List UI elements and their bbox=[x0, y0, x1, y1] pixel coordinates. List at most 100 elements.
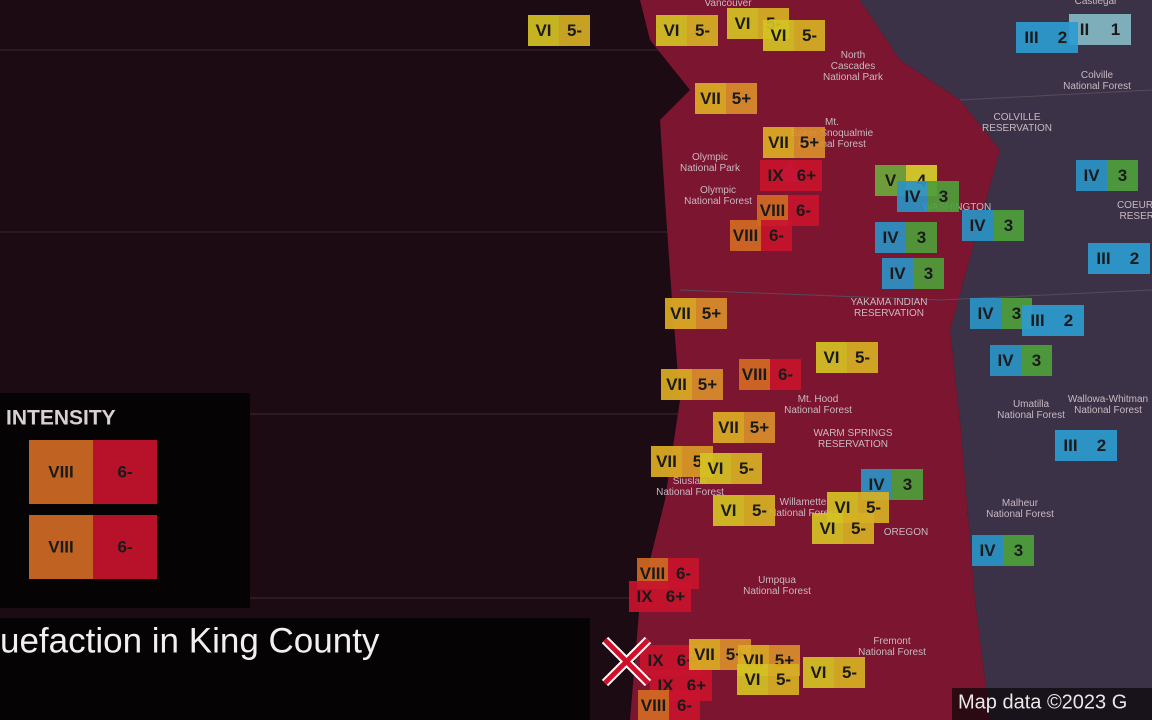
map-label: Mt. bbox=[825, 117, 839, 128]
intensity-marker: VIII 6- bbox=[29, 515, 157, 579]
shaking-box bbox=[993, 210, 1024, 241]
intensity-marker: VII 5+ bbox=[665, 298, 727, 329]
intensity-box bbox=[990, 345, 1021, 376]
map-label: National Forest bbox=[1074, 405, 1142, 416]
intensity-label: VI bbox=[823, 348, 839, 367]
intensity-box bbox=[638, 690, 669, 720]
intensity-box bbox=[713, 412, 744, 443]
shaking-box bbox=[913, 258, 944, 289]
shaking-label: 3 bbox=[939, 187, 948, 206]
shaking-box bbox=[794, 20, 825, 51]
shaking-label: 3 bbox=[1032, 351, 1041, 370]
shaking-label: 2 bbox=[1130, 249, 1139, 268]
shaking-box bbox=[791, 160, 822, 191]
intensity-marker: II 1 bbox=[1069, 14, 1131, 45]
shaking-box bbox=[669, 690, 700, 720]
intensity-label: VI bbox=[810, 663, 826, 682]
shaking-label: 6- bbox=[677, 696, 692, 715]
intensity-marker: VI 5- bbox=[816, 342, 878, 373]
shaking-label: 6- bbox=[676, 564, 691, 583]
intensity-box bbox=[763, 127, 794, 158]
map-label: Fremont bbox=[873, 636, 910, 647]
shaking-label: 5+ bbox=[698, 375, 717, 394]
shaking-label: 2 bbox=[1064, 311, 1073, 330]
shaking-label: 5- bbox=[776, 670, 791, 689]
intensity-marker: IV 3 bbox=[875, 222, 937, 253]
intensity-box bbox=[1088, 243, 1119, 274]
intensity-marker: VI 5- bbox=[803, 657, 865, 688]
intensity-box bbox=[897, 181, 928, 212]
intensity-label: VIII bbox=[48, 537, 74, 556]
intensity-label: III bbox=[1096, 249, 1110, 268]
intensity-box bbox=[803, 657, 834, 688]
shaking-label: 5- bbox=[739, 459, 754, 478]
intensity-marker: VII 5+ bbox=[763, 127, 825, 158]
shaking-label: 6- bbox=[796, 201, 811, 220]
intensity-label: IV bbox=[969, 216, 986, 235]
shaking-label: 3 bbox=[903, 475, 912, 494]
shaking-box bbox=[892, 469, 923, 500]
map-label: Siuslaw bbox=[673, 476, 708, 487]
intensity-label: VII bbox=[656, 452, 677, 471]
shaking-box bbox=[692, 369, 723, 400]
shaking-label: 3 bbox=[1012, 304, 1021, 323]
shaking-label: 1 bbox=[1111, 20, 1120, 39]
intensity-label: IV bbox=[904, 187, 921, 206]
intensity-marker: VI 5- bbox=[812, 513, 874, 544]
intensity-box bbox=[700, 453, 731, 484]
shaking-box bbox=[1107, 160, 1138, 191]
intensity-label: VII bbox=[670, 304, 691, 323]
intensity-box bbox=[763, 20, 794, 51]
shaking-box bbox=[834, 657, 865, 688]
intensity-box bbox=[528, 15, 559, 46]
map-label: Cascades bbox=[831, 61, 875, 72]
shaking-label: 3 bbox=[1014, 541, 1023, 560]
shaking-box bbox=[731, 453, 762, 484]
intensity-box bbox=[713, 495, 744, 526]
shaking-label: 3 bbox=[917, 228, 926, 247]
intensity-marker: VII 5+ bbox=[695, 83, 757, 114]
map-label: Olympic bbox=[700, 185, 736, 196]
shaking-box bbox=[696, 298, 727, 329]
shaking-box bbox=[847, 342, 878, 373]
intensity-box bbox=[739, 359, 770, 390]
intensity-marker: IV 3 bbox=[882, 258, 944, 289]
intensity-label: VIII bbox=[48, 462, 74, 481]
shaking-label: 2 bbox=[1058, 28, 1067, 47]
shaking-box bbox=[843, 513, 874, 544]
intensity-marker: III 2 bbox=[1022, 305, 1084, 336]
map-label: Malheur bbox=[1002, 498, 1039, 509]
map-label: North bbox=[841, 50, 865, 61]
map-label: RESERV bbox=[1120, 211, 1152, 222]
intensity-box bbox=[760, 160, 791, 191]
intensity-marker: IV 3 bbox=[990, 345, 1052, 376]
shaking-label: 6+ bbox=[797, 166, 816, 185]
intensity-label: IV bbox=[882, 228, 899, 247]
intensity-label: VIII bbox=[733, 226, 759, 245]
map-label: RESERVATION bbox=[982, 123, 1052, 134]
intensity-label: VI bbox=[744, 670, 760, 689]
shaking-box bbox=[744, 412, 775, 443]
intensity-box bbox=[737, 664, 768, 695]
intensity-marker: VI 5- bbox=[737, 664, 799, 695]
intensity-marker: IV 3 bbox=[897, 181, 959, 212]
intensity-marker: VII 5+ bbox=[713, 412, 775, 443]
shaking-box bbox=[906, 222, 937, 253]
intensity-label: VI bbox=[720, 501, 736, 520]
intensity-box bbox=[970, 298, 1001, 329]
attribution-bg bbox=[952, 688, 1152, 720]
intensity-marker: IX 6+ bbox=[760, 160, 822, 191]
map-label: Castlegar bbox=[1075, 0, 1118, 7]
map-label: COEUR D bbox=[1117, 200, 1152, 211]
intensity-box bbox=[656, 15, 687, 46]
shaking-box bbox=[1086, 430, 1117, 461]
shaking-box bbox=[928, 181, 959, 212]
intensity-marker: IV 3 bbox=[970, 298, 1032, 329]
map-label: National Forest bbox=[684, 196, 752, 207]
intensity-box bbox=[972, 535, 1003, 566]
shaking-label: 6- bbox=[778, 365, 793, 384]
shaking-box bbox=[770, 359, 801, 390]
intensity-label: IV bbox=[1083, 166, 1100, 185]
shaking-label: 5 bbox=[693, 452, 702, 471]
shaking-label: 3 bbox=[924, 264, 933, 283]
